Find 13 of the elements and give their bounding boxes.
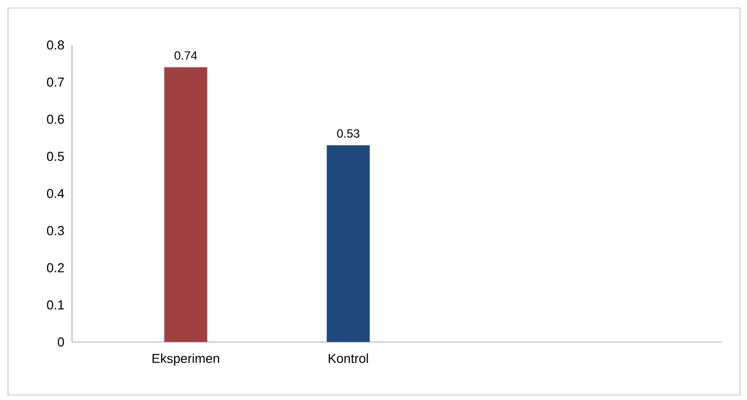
x-tick-label: Kontrol — [328, 354, 368, 364]
y-tick-label: 0.7 — [46, 78, 64, 87]
data-label: 0.53 — [337, 129, 360, 138]
y-tick-label: 0.2 — [46, 263, 64, 272]
y-tick-label: 0.1 — [46, 300, 64, 310]
x-tick-label: Eksperimen — [152, 354, 220, 366]
y-tick-label: 0 — [58, 337, 64, 347]
y-tick-label: 0.5 — [46, 152, 64, 161]
y-tick-label: 0.6 — [46, 114, 64, 124]
y-tick-label: 0.4 — [46, 188, 64, 198]
y-tick-label: 0.3 — [46, 226, 64, 236]
y-tick-label: 0.8 — [46, 40, 64, 50]
data-label: 0.74 — [174, 51, 198, 60]
